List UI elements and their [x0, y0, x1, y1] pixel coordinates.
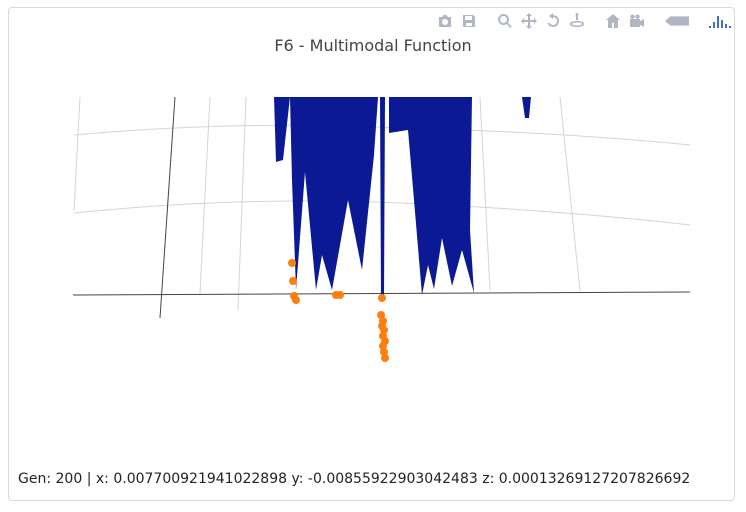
population-point[interactable] — [292, 296, 300, 304]
grid-line — [237, 96, 247, 311]
grid-line — [73, 200, 691, 226]
population-point[interactable] — [380, 348, 388, 356]
plotly-logo-icon[interactable] — [708, 12, 732, 30]
population-point[interactable] — [336, 291, 344, 299]
surface-patch — [274, 97, 290, 162]
population-point[interactable] — [288, 259, 296, 267]
x-value: 0.007700921941022898 — [113, 471, 288, 487]
save-icon[interactable] — [460, 12, 478, 30]
surface-trace — [274, 97, 531, 296]
plot-card — [8, 7, 735, 501]
turntable-icon[interactable] — [568, 12, 586, 30]
z-label: z: — [482, 471, 495, 487]
chart-title: F6 - Multimodal Function — [274, 36, 472, 55]
population-point[interactable] — [379, 342, 387, 350]
surface-patch — [290, 97, 378, 290]
camera-view-icon[interactable] — [628, 12, 646, 30]
grid-line — [73, 96, 81, 211]
home-icon[interactable] — [604, 12, 622, 30]
camera-icon[interactable] — [436, 12, 454, 30]
population-point[interactable] — [380, 326, 388, 334]
generation-status: Gen: 200 | x: 0.007700921941022898 y: -0… — [18, 471, 690, 487]
modebar — [436, 12, 732, 30]
grid-line — [479, 96, 491, 291]
separator: | — [86, 471, 92, 487]
hover-toggle-icon[interactable] — [664, 12, 690, 30]
gen-label: Gen: — [18, 471, 52, 487]
surface-patch — [389, 97, 474, 295]
surface-spike — [380, 97, 385, 296]
surface-patch — [522, 97, 531, 118]
pan-icon[interactable] — [520, 12, 538, 30]
y-axis-line — [159, 96, 176, 319]
y-value: -0.00855922903042483 — [307, 471, 478, 487]
population-point[interactable] — [378, 294, 386, 302]
population-point[interactable] — [381, 354, 389, 362]
z-value: 0.00013269127207826692 — [498, 471, 691, 487]
grid-line — [559, 96, 581, 292]
orbit-rotation-icon[interactable] — [544, 12, 562, 30]
zoom-icon[interactable] — [496, 12, 514, 30]
population-trace — [288, 259, 389, 362]
grid-line — [199, 96, 211, 294]
y-label: y: — [291, 471, 304, 487]
population-point[interactable] — [289, 277, 297, 285]
x-label: x: — [95, 471, 109, 487]
gen-value: 200 — [55, 471, 83, 487]
